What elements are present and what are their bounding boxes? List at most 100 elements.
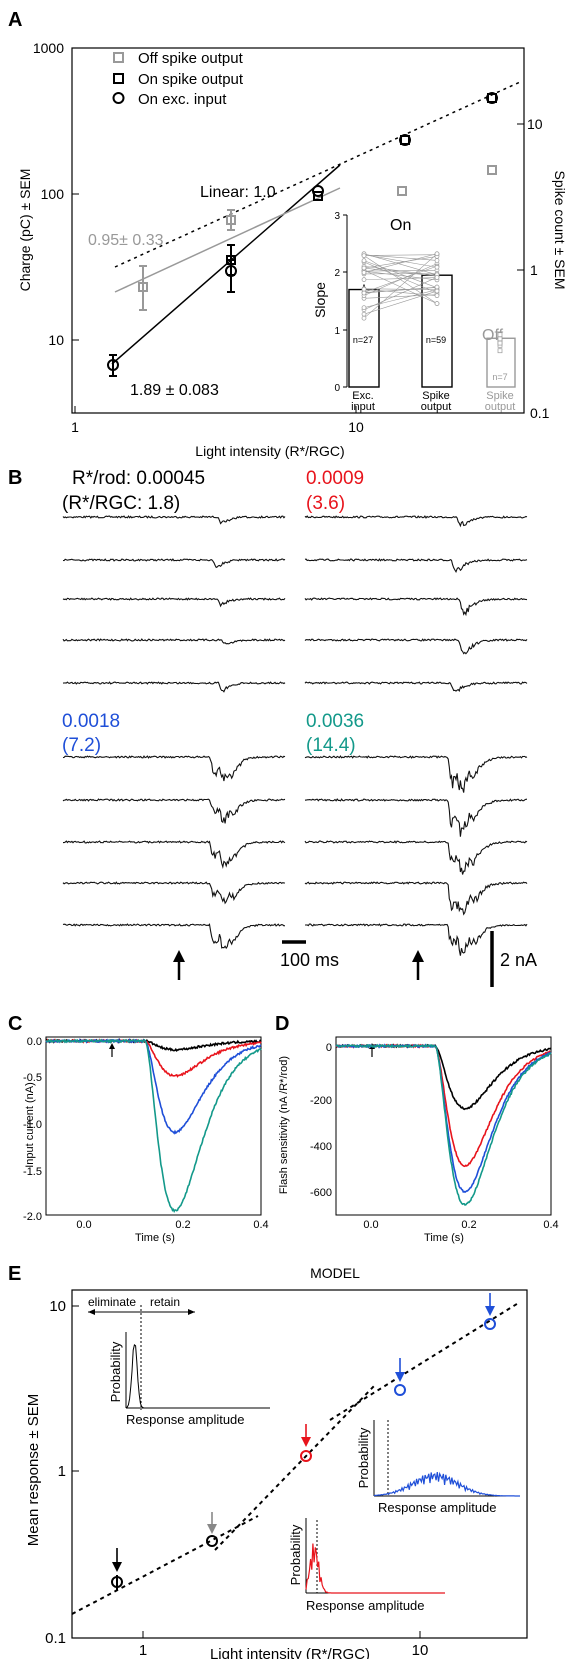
exc-input-point (107, 359, 119, 371)
inset-dot (434, 251, 440, 257)
inset-y-tick: 0 (334, 383, 340, 394)
panel-e-x-label: Light intensity (R*/RGC) (210, 1646, 370, 1659)
prob-label: Probability (356, 1427, 371, 1488)
inset-bars (348, 251, 516, 388)
panel-a-y2-tick: 10 (527, 116, 543, 132)
inset-pair-line (363, 253, 438, 276)
panel-e-y-tick: 10 (49, 1298, 66, 1315)
current-trace (304, 840, 528, 875)
panel-c-axes (45, 1036, 262, 1216)
panel-a-y2-ticks: 0.1 1 10 (527, 116, 550, 421)
time-scale-label: 100 ms (280, 950, 339, 970)
up-arrow-icon (412, 950, 424, 980)
panel-c-x-tick: 0.0 (76, 1219, 91, 1231)
panel-d-traces (335, 1043, 552, 1206)
panel-d-letter: D (275, 1013, 289, 1035)
panel-d-y-label: Flash sensitivity (nA /R*/rod) (278, 1056, 290, 1194)
panel-a-y2-label: Spike count ± SEM (552, 171, 565, 290)
inset-pair-line (363, 288, 438, 296)
panel-d-x-tick: 0.4 (543, 1219, 558, 1231)
current-trace (304, 798, 528, 837)
inset-bar-label: Spike (422, 390, 450, 402)
inset-dot (497, 336, 503, 342)
panel-a-y-label: Charge (pC) ± SEM (17, 169, 33, 292)
down-arrow-icon (485, 1293, 495, 1316)
panel-d-axes (335, 1036, 552, 1216)
panel-d-y-tick: 0 (326, 1042, 332, 1054)
panel-c: C 0.0 -0.5 -1.0 -1.5 -2.0 0.0 0.2 0.4 Ti… (8, 1013, 269, 1244)
inset-y-tick: 3 (334, 211, 340, 222)
current-trace (304, 638, 528, 655)
panel-a-y-tick: 1000 (33, 40, 64, 56)
panel-e-y-tick: 1 (58, 1463, 66, 1480)
current-trace (62, 881, 286, 905)
inset-dot (497, 332, 503, 338)
inset-pair-line (363, 254, 438, 256)
current-trace (62, 798, 286, 824)
model-point (111, 1576, 123, 1588)
panel-e-x-tick: 10 (412, 1642, 429, 1659)
down-arrow-icon (112, 1548, 122, 1572)
panel-d: D 0 -200 -400 -600 0.0 0.2 0.4 Time (s) … (275, 1013, 559, 1244)
inset-dot (361, 286, 367, 292)
panel-d-x-label: Time (s) (424, 1232, 464, 1244)
panel-d-y-tick: -400 (310, 1141, 332, 1153)
amp-label: Response amplitude (378, 1500, 497, 1515)
inset-pair-line (363, 286, 438, 294)
b-c2-line2: (3.6) (306, 493, 345, 514)
panel-e: E MODEL 0.1 1 10 1 10 Light intensity (R… (8, 1263, 528, 1659)
panel-e-letter: E (8, 1263, 21, 1285)
eliminate-retain-arrows: eliminate retain (88, 1295, 195, 1410)
current-trace (305, 923, 528, 956)
panel-c-y-tick: -2.0 (23, 1211, 42, 1223)
panel-c-x-tick: 0.4 (253, 1219, 268, 1231)
legend-on-label: On spike output (138, 71, 244, 88)
off-spike-point (397, 186, 407, 196)
average-trace (45, 1038, 262, 1213)
inset-n-label: n=27 (353, 335, 373, 345)
panel-a-x-tick: 10 (348, 419, 364, 435)
on-spike-point (400, 135, 410, 145)
current-trace (62, 681, 286, 693)
inset-pair-line (363, 269, 438, 304)
current-trace (62, 755, 286, 782)
inset-pair-line (363, 254, 438, 268)
panel-a-y-tick-marks (72, 47, 524, 414)
current-trace (62, 515, 286, 525)
panel-c-x-label: Time (s) (135, 1232, 175, 1244)
b-c3-line2: (7.2) (62, 735, 101, 756)
linear-line (114, 81, 521, 268)
eliminate-label: eliminate (88, 1295, 136, 1309)
panel-a-x-tick: 1 (71, 419, 79, 435)
panel-c-y-tick: -0.5 (23, 1072, 42, 1084)
fit-line-off (114, 187, 341, 293)
inset-pair-line (363, 253, 438, 273)
panel-e-y-tick: 0.1 (45, 1630, 66, 1647)
inset-on-label: On (390, 217, 411, 234)
panel-a-y-tick: 10 (48, 332, 64, 348)
inset-pair-line (363, 277, 438, 311)
b-c2-line1: 0.0009 (306, 468, 364, 489)
inset-y-label: Slope (312, 282, 328, 318)
inset-pair-line (363, 260, 438, 288)
inset-dot (434, 301, 440, 306)
current-trace (304, 597, 528, 617)
inset-pair-line (363, 290, 438, 315)
inset-dot (361, 290, 367, 296)
on-spike-point (313, 191, 323, 201)
off-spike-point (226, 215, 236, 225)
inset-n-label: n=7 (492, 372, 507, 382)
retain-label: retain (150, 1295, 180, 1309)
panel-a-points (107, 92, 498, 377)
current-trace (304, 515, 528, 528)
inset-y-tick: 1 (334, 326, 340, 337)
panel-c-y-tick: 0.0 (27, 1036, 42, 1048)
amp-label: Response amplitude (306, 1598, 425, 1613)
panel-a-y2-tick: 1 (530, 262, 538, 278)
inset-dot (434, 288, 440, 294)
panel-d-x-tick: 0.2 (461, 1219, 476, 1231)
fit-label-gray: 0.95± 0.33 (88, 232, 164, 249)
inset-dot (434, 284, 440, 290)
legend-off-marker (113, 52, 124, 63)
